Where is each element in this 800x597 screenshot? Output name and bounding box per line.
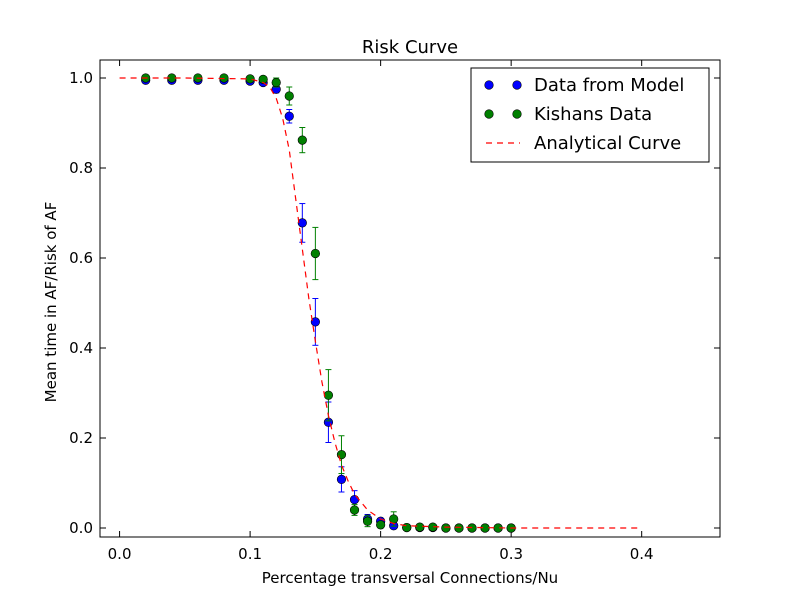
model-data-point xyxy=(284,111,294,121)
x-tick-label: 0.3 xyxy=(499,545,523,563)
model-data-point xyxy=(349,495,360,505)
y-tick-label: 0.2 xyxy=(69,429,93,447)
kishans-data-point xyxy=(258,74,268,84)
chart-title: Risk Curve xyxy=(362,37,458,58)
kishans-data-point xyxy=(297,135,307,145)
y-tick-label: 0.0 xyxy=(69,519,93,537)
y-tick-label: 0.8 xyxy=(69,159,93,177)
plot-area: 0.0 0.1 0.2 0.3 0.4 0.0 0.2 0.4 0.6 0.8 1.0 xyxy=(69,59,721,563)
analytical-curve-line xyxy=(119,77,642,529)
kishans-data-point xyxy=(284,91,294,101)
model-data-point xyxy=(297,218,307,228)
legend-marker xyxy=(484,109,494,119)
legend-box xyxy=(470,67,710,163)
x-tick-label: 0.4 xyxy=(630,545,654,563)
kishans-data-point xyxy=(336,450,347,460)
kishans-data-point xyxy=(376,520,386,530)
legend-label: Data from Model xyxy=(534,75,684,96)
kishans-data-point xyxy=(402,522,412,533)
x-axis-label: Percentage transversal Connections/Nu xyxy=(262,569,558,587)
y-axis-label: Mean time in AF/Risk of AF xyxy=(42,202,60,403)
kishans-data-point xyxy=(245,74,255,84)
y-tick-label: 0.6 xyxy=(69,249,93,267)
axes-frame xyxy=(99,59,721,538)
kishans-data-point xyxy=(271,77,281,88)
kishans-data-point xyxy=(349,505,360,515)
x-tick-label: 0.1 xyxy=(238,545,262,563)
legend-marker xyxy=(512,80,522,90)
legend-label: Analytical Curve xyxy=(534,133,681,154)
model-data-point xyxy=(310,317,320,327)
kishans-data-point xyxy=(362,516,373,526)
y-tick-label: 0.4 xyxy=(69,339,93,357)
legend: Data from Model Kishans Data Analytical Cu… xyxy=(470,67,710,163)
model-data-point xyxy=(336,474,347,485)
legend-marker xyxy=(484,80,494,90)
legend-marker xyxy=(512,109,522,119)
x-tick-label: 0.0 xyxy=(108,545,132,563)
x-tick-label: 0.2 xyxy=(369,545,393,563)
kishans-data-point xyxy=(441,523,451,533)
kishans-data-point xyxy=(415,522,425,532)
legend-label: Kishans Data xyxy=(534,104,652,125)
kishans-data-point xyxy=(310,248,320,259)
kishans-data-point xyxy=(454,523,464,533)
kishans-data-point xyxy=(323,390,334,400)
y-tick-label: 1.0 xyxy=(69,69,93,87)
